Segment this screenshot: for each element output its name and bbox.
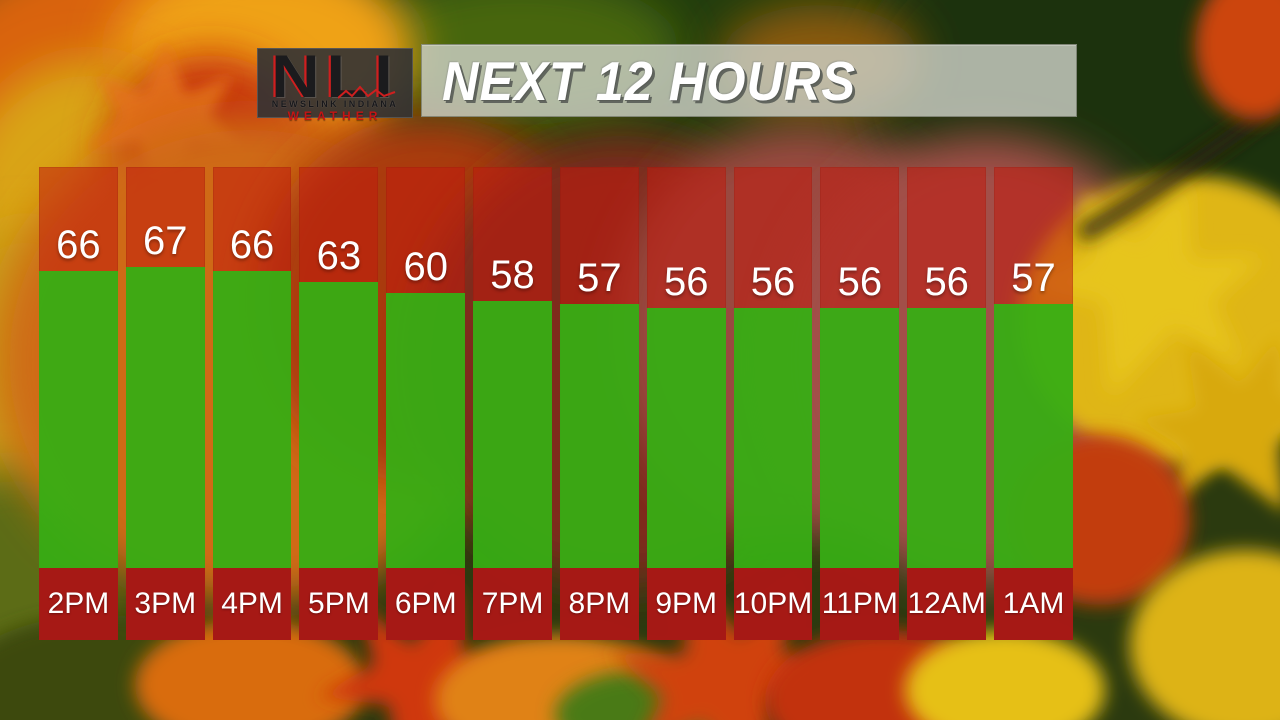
- temperature-value: 58: [490, 253, 535, 297]
- hour-label: 5PM: [299, 568, 379, 640]
- nli-logo-text: NLI: [270, 43, 400, 110]
- hour-label: 12AM: [907, 568, 987, 640]
- temperature-value: 63: [316, 234, 362, 278]
- hour-column: 56 9PM: [646, 167, 726, 640]
- hour-label: 10PM: [733, 568, 813, 640]
- newslink-indiana-label: NEWSLINK INDIANA: [271, 99, 399, 109]
- temperature-value: 56: [837, 260, 883, 304]
- weather-label: WEATHER: [287, 109, 383, 123]
- page-title: NEXT 12 HOURS: [442, 49, 857, 112]
- hour-column: 63 5PM: [299, 167, 379, 640]
- hour-column: 58 7PM: [473, 167, 552, 640]
- hour-label: 1AM: [994, 568, 1073, 640]
- hour-column: 66 2PM: [39, 167, 118, 640]
- hour-column: 56 10PM: [733, 167, 813, 640]
- nli-logo: NLI NEWSLINK INDIANA: [257, 43, 413, 118]
- temperature-value: 56: [750, 260, 796, 304]
- hour-label: 9PM: [646, 568, 726, 640]
- hour-column: 57 8PM: [559, 167, 639, 640]
- temperature-value: 66: [229, 223, 275, 267]
- hour-column: 67 3PM: [125, 167, 205, 640]
- hourly-temperature-chart: 66 2PM 67 3PM 66 4PM 63 5PM 60 6PM 58 7PM 57 8PM 56 9PM…: [39, 167, 1073, 640]
- temperature-value: 60: [403, 245, 448, 289]
- hour-column: 60 6PM: [386, 167, 466, 640]
- hour-label: 2PM: [39, 568, 118, 640]
- temperature-value: 57: [1011, 256, 1056, 300]
- temperature-value: 56: [663, 260, 709, 304]
- hour-label: 3PM: [125, 568, 205, 640]
- hour-label: 6PM: [386, 568, 466, 640]
- title-banner: NEXT 12 HOURS: [421, 44, 1077, 117]
- hour-column: 56 11PM: [820, 167, 900, 640]
- hour-label: 8PM: [559, 568, 639, 640]
- hour-column: 56 12AM: [907, 167, 987, 640]
- temperature-value: 66: [56, 223, 101, 267]
- temperature-value: 56: [924, 260, 969, 304]
- temperature-value: 67: [142, 219, 188, 263]
- hour-label: 4PM: [212, 568, 292, 640]
- temperature-value: 57: [577, 256, 622, 300]
- hour-label: 11PM: [820, 568, 900, 640]
- hour-column: 66 4PM: [212, 167, 292, 640]
- hour-label: 7PM: [473, 568, 552, 640]
- hour-column: 57 1AM: [994, 167, 1073, 640]
- skyline-accent-icon: [338, 85, 396, 99]
